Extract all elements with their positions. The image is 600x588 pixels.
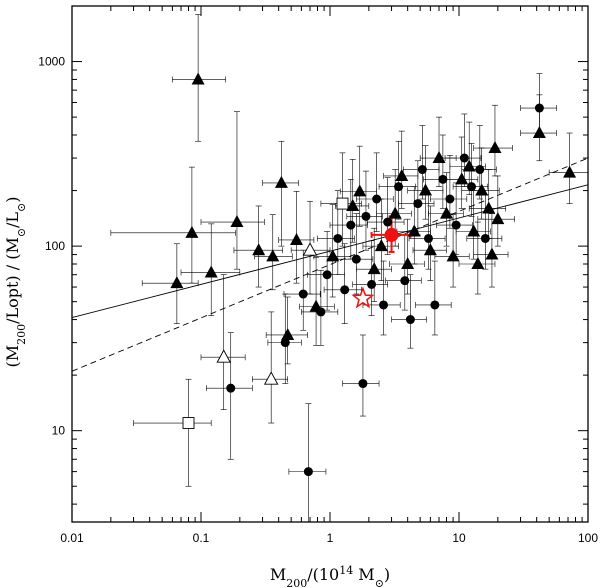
data-point xyxy=(400,276,410,286)
data-point xyxy=(563,165,577,178)
data-point xyxy=(405,315,415,325)
data-point xyxy=(491,212,505,225)
data-point xyxy=(372,194,382,204)
data-point xyxy=(534,103,544,113)
data-point xyxy=(290,232,304,245)
data-point xyxy=(367,279,377,289)
data-point xyxy=(482,201,496,214)
data-point xyxy=(467,224,481,237)
tick-labels: 0.01 0.1 1 10 100 10 100 1000 xyxy=(38,55,598,545)
data-point xyxy=(488,141,502,154)
data-point xyxy=(353,184,367,197)
data-point xyxy=(266,249,280,262)
y-tick-label: 10 xyxy=(52,424,66,438)
x-tick-label: 0.1 xyxy=(193,531,210,545)
data-point xyxy=(367,262,381,275)
data-point xyxy=(298,289,308,299)
data-point xyxy=(191,72,205,85)
data-point xyxy=(333,233,343,243)
data-point xyxy=(204,265,218,278)
data-point xyxy=(401,257,415,269)
data-point xyxy=(459,153,469,163)
error-bars xyxy=(110,14,588,522)
data-point xyxy=(467,182,477,192)
data-point xyxy=(423,233,433,243)
data-point xyxy=(216,349,231,363)
x-tick-label: 10 xyxy=(452,531,466,545)
data-point xyxy=(383,217,393,227)
data-point xyxy=(532,126,546,139)
data-point xyxy=(252,243,266,256)
data-point xyxy=(480,233,490,243)
y-axis-title: (M200/Lopt) / (M⊙/L⊙) xyxy=(3,196,28,367)
data-point xyxy=(413,199,423,209)
data-point xyxy=(340,285,350,295)
y-tick-label: 100 xyxy=(45,239,65,253)
data-point xyxy=(475,165,485,175)
x-axis-title: M200/(1014 M⊙) xyxy=(270,564,390,588)
axes xyxy=(71,5,589,523)
data-point xyxy=(455,172,469,185)
data-point xyxy=(274,175,288,188)
data-point xyxy=(394,182,404,192)
data-point xyxy=(451,220,461,230)
data-point xyxy=(430,300,440,310)
data-point xyxy=(226,383,236,393)
plot-frame xyxy=(71,5,589,523)
fit-lines xyxy=(72,157,588,372)
data-point xyxy=(336,197,349,210)
data-point xyxy=(322,270,332,280)
data-point xyxy=(475,183,489,196)
x-tick-label: 100 xyxy=(578,531,598,545)
data-point xyxy=(358,379,368,389)
data-point xyxy=(170,276,184,289)
data-point xyxy=(351,254,361,264)
data-point xyxy=(423,243,437,256)
data-point xyxy=(471,257,485,269)
data-point xyxy=(302,242,318,256)
data-point xyxy=(281,327,295,340)
data-point xyxy=(379,300,389,310)
y-tick-label: 1000 xyxy=(38,55,65,69)
data-point xyxy=(407,224,421,237)
data-point xyxy=(395,168,409,181)
data-point xyxy=(230,215,244,228)
x-tick-label: 0.01 xyxy=(60,531,84,545)
data-point xyxy=(438,174,448,184)
x-tick-label: 1 xyxy=(327,531,334,545)
data-point xyxy=(417,165,427,175)
data-point xyxy=(361,211,371,221)
data-point xyxy=(432,151,446,164)
data-point xyxy=(445,194,455,204)
data-point xyxy=(462,159,476,172)
data-point xyxy=(326,249,340,262)
data-point xyxy=(388,206,402,219)
dashed-fit-line xyxy=(72,157,588,372)
data-point xyxy=(346,220,356,230)
data-point xyxy=(185,225,199,238)
data-point xyxy=(303,467,313,477)
data-point xyxy=(346,198,360,211)
highlight-star xyxy=(351,286,375,309)
data-point xyxy=(485,247,499,260)
data-point xyxy=(446,249,460,262)
data-point xyxy=(182,417,195,429)
data-point xyxy=(316,307,326,317)
data-point xyxy=(280,338,290,348)
data-point xyxy=(439,206,453,219)
data-point xyxy=(374,239,388,252)
data-point xyxy=(263,371,279,385)
highlight-point xyxy=(384,227,399,242)
data-markers xyxy=(170,72,577,477)
data-point xyxy=(419,183,433,196)
